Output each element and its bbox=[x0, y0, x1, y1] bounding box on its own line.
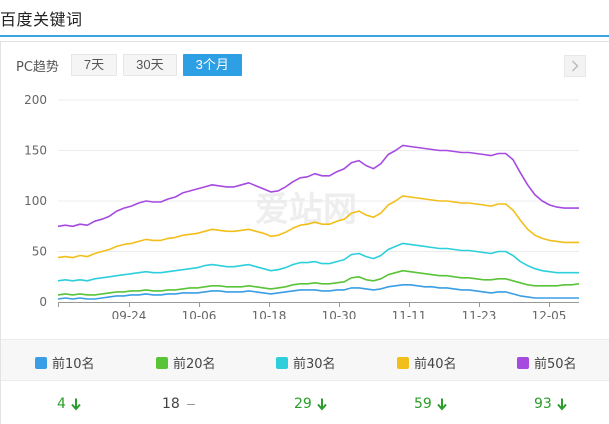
y-tick-label: 50 bbox=[32, 245, 47, 259]
legend-item-top10[interactable]: 前10名 bbox=[35, 353, 95, 372]
legend-swatch bbox=[397, 356, 409, 369]
range-30d-button[interactable]: 30天 bbox=[123, 54, 177, 76]
legend-label: 前50名 bbox=[534, 357, 577, 372]
range-toolbar: PC趋势 7天 30天 3个月 bbox=[16, 54, 248, 76]
x-tick-label: 10-06 bbox=[182, 309, 217, 319]
value-top40: 59 bbox=[414, 396, 447, 412]
y-tick-label: 150 bbox=[24, 144, 47, 158]
pc-trend-label: PC趋势 bbox=[16, 59, 59, 75]
value-number: 4 bbox=[57, 396, 66, 412]
next-button[interactable] bbox=[564, 55, 586, 77]
x-tick-label: 11-23 bbox=[462, 309, 497, 319]
x-tick-label: 09-24 bbox=[112, 309, 147, 319]
section-header: 百度关键词 bbox=[0, 0, 609, 37]
legend-item-top40[interactable]: 前40名 bbox=[397, 353, 457, 372]
y-tick-label: 0 bbox=[39, 295, 47, 309]
legend-item-top30[interactable]: 前30名 bbox=[276, 353, 336, 372]
section-title: 百度关键词 bbox=[0, 10, 83, 29]
x-tick-label: 12-05 bbox=[532, 309, 567, 319]
value-top30: 29 bbox=[294, 396, 327, 412]
series-line-前30名 bbox=[57, 242, 579, 282]
value-top20: 18 bbox=[162, 396, 195, 412]
current-values-row: 4 18 29 59 93 bbox=[1, 381, 609, 424]
x-tick-label: 11-11 bbox=[392, 309, 427, 319]
value-number: 59 bbox=[414, 396, 432, 412]
chart-legend: 前10名 前20名 前30名 前40名 前50名 bbox=[1, 339, 609, 381]
flat-dash-icon bbox=[186, 403, 195, 405]
x-tick-label: 10-18 bbox=[252, 309, 287, 319]
y-tick-label: 100 bbox=[24, 194, 47, 208]
range-3m-button[interactable]: 3个月 bbox=[182, 54, 242, 76]
x-tick-label: 10-30 bbox=[322, 309, 357, 319]
legend-label: 前20名 bbox=[173, 357, 216, 372]
legend-swatch bbox=[35, 356, 47, 369]
series-line-前10名 bbox=[57, 284, 579, 300]
trend-chart: 爱站网 0 50 100 150 200 09-24 10-06 10-18 10-30 11-11… bbox=[24, 93, 580, 319]
trend-panel: PC趋势 7天 30天 3个月 爱站网 0 50 100 150 200 09-24 10-0… bbox=[0, 41, 609, 424]
series-line-前40名 bbox=[57, 195, 579, 259]
arrow-down-icon bbox=[437, 398, 447, 411]
legend-swatch bbox=[517, 356, 529, 369]
value-number: 93 bbox=[534, 396, 552, 412]
legend-item-top20[interactable]: 前20名 bbox=[156, 353, 216, 372]
range-7d-button[interactable]: 7天 bbox=[70, 54, 118, 76]
chevron-right-icon bbox=[572, 60, 579, 72]
series-line-前20名 bbox=[57, 269, 580, 296]
legend-label: 前30名 bbox=[293, 357, 336, 372]
arrow-down-icon bbox=[557, 398, 567, 411]
series-line-前50名 bbox=[57, 144, 579, 228]
value-top10: 4 bbox=[57, 396, 81, 412]
legend-swatch bbox=[276, 356, 288, 369]
legend-item-top50[interactable]: 前50名 bbox=[517, 353, 577, 372]
value-number: 18 bbox=[162, 396, 180, 412]
value-number: 29 bbox=[294, 396, 312, 412]
arrow-down-icon bbox=[317, 398, 327, 411]
chart-watermark: 爱站网 bbox=[255, 190, 357, 230]
legend-label: 前10名 bbox=[52, 357, 95, 372]
arrow-down-icon bbox=[71, 398, 81, 411]
y-tick-label: 200 bbox=[24, 93, 47, 107]
legend-label: 前40名 bbox=[414, 357, 457, 372]
value-top50: 93 bbox=[534, 396, 567, 412]
legend-swatch bbox=[156, 356, 168, 369]
